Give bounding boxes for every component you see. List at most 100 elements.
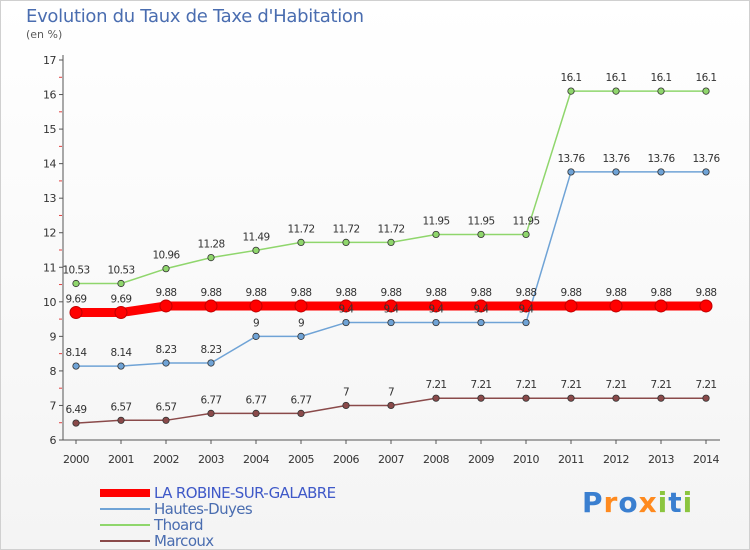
x-tick-label: 2014 [693, 453, 719, 466]
data-point [432, 230, 440, 239]
data-point [702, 394, 710, 402]
data-point [477, 230, 485, 239]
data-label: 7.21 [561, 379, 582, 391]
y-tick-label: 13 [43, 192, 56, 205]
legend-swatch [100, 508, 150, 510]
data-point [297, 409, 305, 417]
data-label: 16.1 [696, 72, 717, 84]
data-label: 9.4 [519, 304, 535, 316]
x-tick-label: 2002 [153, 453, 179, 466]
data-label: 7.21 [471, 379, 492, 391]
data-label: 13.76 [557, 153, 585, 165]
axes: 6 7 8 9 10 11 12 13 14 15 16 17 2000 2001 2002 2003 2004… [43, 54, 720, 466]
data-point [522, 394, 530, 402]
data-label: 9.4 [429, 304, 445, 316]
y-tick-label: 10 [43, 296, 56, 309]
data-point [657, 87, 665, 95]
data-label: 9.88 [426, 287, 447, 299]
legend-swatch [100, 540, 150, 542]
data-point [387, 238, 395, 246]
data-point [519, 299, 533, 313]
x-tick-label: 2005 [288, 453, 314, 466]
y-tick-label: 14 [43, 158, 56, 171]
data-label: 6.77 [291, 394, 312, 406]
data-label: 9.88 [561, 287, 582, 299]
data-label: 7 [343, 386, 349, 398]
data-label: 7.21 [516, 379, 537, 391]
data-label: 9.88 [246, 287, 267, 299]
data-label: 13.76 [647, 153, 675, 165]
data-point [297, 332, 305, 340]
data-point [522, 318, 530, 327]
y-tick-label: 16 [43, 89, 56, 102]
data-point [252, 409, 260, 417]
y-tick-label: 15 [43, 123, 56, 136]
data-point [567, 168, 575, 176]
x-tick-label: 2008 [423, 453, 449, 466]
data-label: 8.23 [201, 344, 222, 356]
data-label: 11.72 [332, 223, 359, 235]
data-point [654, 299, 668, 313]
data-point [342, 238, 350, 246]
data-labels-layer: 10.53 10.53 10.96 11.28 11.49 11.72 11.72 11.72… [62, 72, 721, 416]
data-label: 10.96 [152, 250, 180, 262]
data-point [207, 254, 215, 262]
data-point [252, 246, 260, 254]
data-point [72, 279, 80, 288]
data-label: 9 [253, 317, 259, 329]
data-point [339, 299, 353, 313]
data-label: 9.4 [474, 304, 490, 316]
data-point [162, 265, 170, 273]
data-label: 9.88 [696, 287, 717, 299]
data-point [474, 299, 488, 313]
data-point [252, 332, 260, 340]
data-point [657, 168, 665, 176]
data-point [567, 87, 575, 95]
data-label: 9.69 [111, 294, 132, 306]
data-label: 7.21 [696, 379, 717, 391]
data-label: 10.53 [107, 265, 134, 277]
x-tick-label: 2012 [603, 453, 629, 466]
data-label: 6.57 [111, 401, 132, 413]
data-point [294, 299, 308, 313]
x-tick-label: 2004 [243, 453, 269, 466]
data-label: 9.69 [66, 294, 87, 306]
data-point [162, 416, 170, 424]
y-tick-label: 12 [43, 227, 56, 240]
chart-unit: (en %) [26, 28, 63, 41]
data-label: 9.88 [651, 287, 672, 299]
data-label: 16.1 [606, 72, 627, 84]
data-point [567, 394, 575, 402]
data-point [207, 359, 215, 367]
series-layer [69, 87, 713, 427]
data-point [702, 87, 710, 95]
data-point [432, 318, 440, 327]
data-label: 7.21 [426, 379, 447, 391]
data-label: 9.4 [384, 304, 400, 316]
x-tick-label: 2013 [648, 453, 674, 466]
data-point [564, 299, 578, 313]
data-point [249, 299, 263, 313]
data-label: 7.21 [651, 379, 672, 391]
data-point [384, 299, 398, 313]
data-point [342, 401, 350, 410]
data-point [114, 306, 128, 320]
data-label: 9.88 [291, 287, 312, 299]
data-point [522, 230, 530, 239]
x-tick-label: 2003 [198, 453, 224, 466]
legend-label: Marcoux [154, 532, 214, 550]
data-label: 11.72 [287, 223, 314, 235]
y-tick-label: 11 [43, 261, 56, 274]
data-label: 16.1 [561, 72, 582, 84]
y-tick-label: 9 [50, 330, 57, 343]
x-tick-label: 2001 [108, 453, 134, 466]
data-label: 10.53 [62, 265, 89, 277]
data-point [72, 419, 80, 427]
data-point [72, 362, 80, 370]
legend-swatch [100, 524, 150, 526]
data-point [207, 409, 215, 417]
data-point [477, 318, 485, 327]
y-tick-label: 7 [50, 399, 57, 412]
data-label: 7.21 [606, 379, 627, 391]
